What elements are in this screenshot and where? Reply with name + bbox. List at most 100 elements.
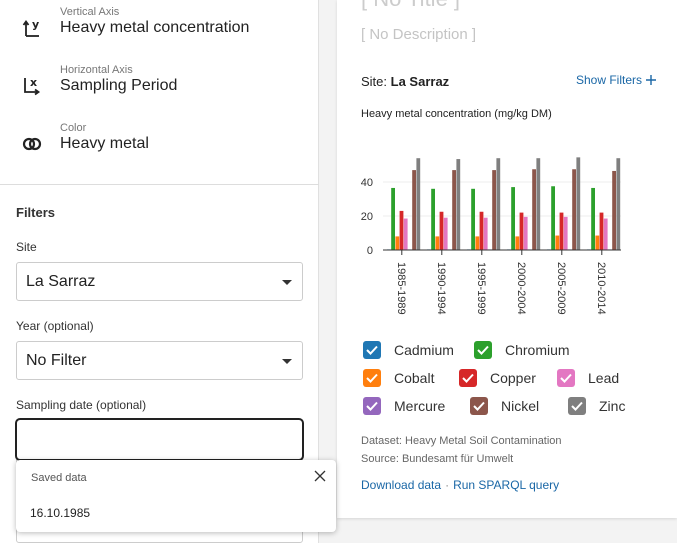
card-links: Download data · Run SPARQL query (361, 478, 559, 492)
x-tick-label: 1995-1999 (475, 262, 487, 315)
x-tick-label: 2005-2009 (555, 262, 567, 315)
bar[interactable] (555, 235, 560, 250)
bar-chart[interactable]: 0 20 40 1985-1989 1990-1994 1995-1999 2000-200… (353, 140, 623, 330)
bar[interactable] (416, 158, 421, 250)
site-select[interactable]: La Sarraz (16, 262, 303, 301)
bar[interactable] (475, 236, 480, 250)
year-label: Year (optional) (16, 319, 94, 333)
bar[interactable] (399, 210, 404, 250)
bar[interactable] (395, 236, 400, 250)
svg-text:y: y (32, 18, 39, 31)
site-summary-value: La Sarraz (390, 74, 450, 89)
show-filters-label: Show Filters (576, 73, 643, 87)
y-tick-label: 0 (367, 245, 373, 257)
bar[interactable] (595, 235, 600, 250)
bar[interactable] (551, 186, 555, 250)
encoding-color[interactable]: Color Heavy metal (0, 122, 319, 176)
bar[interactable] (559, 212, 564, 250)
bar[interactable] (599, 212, 604, 250)
chart-card: [ No Title ] [ No Description ] Site: La… (337, 0, 677, 518)
legend-label: Chromium (505, 342, 570, 358)
sampling-date-label: Sampling date (optional) (16, 398, 147, 412)
site-select-value: La Sarraz (26, 273, 96, 290)
site-summary-label: Site: (361, 74, 388, 89)
bar[interactable] (391, 187, 395, 250)
legend-label: Nickel (501, 398, 540, 414)
bar[interactable] (532, 169, 536, 250)
bar[interactable] (452, 170, 456, 250)
dataset-name: Dataset: Heavy Metal Soil Contamination (361, 435, 562, 447)
run-sparql-link[interactable]: Run SPARQL query (453, 478, 560, 492)
autofill-popup: Saved data 16.10.1985 (16, 460, 336, 532)
bar[interactable] (536, 158, 541, 250)
divider (0, 184, 319, 185)
sidebar: y Vertical Axis Heavy metal concentratio… (0, 0, 319, 543)
show-filters-button[interactable]: Show Filters (576, 73, 657, 87)
legend-label: Zinc (599, 398, 626, 414)
checkbox-checked-icon[interactable] (568, 397, 586, 415)
bar[interactable] (439, 211, 444, 250)
svg-text:x: x (30, 76, 37, 89)
bar[interactable] (456, 159, 461, 250)
x-tick-label: 1990-1994 (435, 262, 447, 315)
bar[interactable] (443, 217, 448, 250)
chart-description-placeholder[interactable]: [ No Description ] (361, 26, 477, 43)
encoding-label: Horizontal Axis (60, 64, 133, 76)
bar[interactable] (563, 216, 568, 250)
encoding-value: Sampling Period (60, 77, 178, 94)
x-axis-icon: x (24, 76, 41, 96)
chevron-down-icon (282, 280, 292, 285)
checkbox-checked-icon[interactable] (474, 341, 492, 359)
bar[interactable] (403, 218, 408, 250)
bar[interactable] (515, 236, 520, 250)
bar[interactable] (576, 157, 581, 250)
download-data-link[interactable]: Download data (361, 478, 442, 492)
bar[interactable] (616, 158, 621, 250)
close-icon[interactable] (312, 468, 328, 484)
x-tick-label: 2010-2014 (595, 262, 607, 315)
x-tick-label: 2000-2004 (515, 262, 527, 315)
legend-label: Copper (490, 370, 536, 386)
bar[interactable] (612, 170, 616, 250)
bar[interactable] (511, 187, 515, 250)
bar[interactable] (435, 236, 440, 250)
bar[interactable] (519, 212, 524, 250)
year-select[interactable]: No Filter (16, 341, 303, 380)
encoding-value: Heavy metal (60, 135, 149, 152)
bar[interactable] (492, 170, 496, 250)
dataset-source: Source: Bundesamt für Umwelt (361, 453, 514, 465)
autofill-suggestion[interactable]: 16.10.1985 (30, 506, 91, 520)
bar[interactable] (483, 217, 488, 250)
bar[interactable] (496, 158, 501, 250)
chart-heading: Heavy metal concentration (mg/kg DM) (361, 108, 552, 120)
bar[interactable] (479, 211, 484, 250)
y-axis-icon: y (22, 18, 39, 37)
bar[interactable] (412, 170, 416, 250)
legend-label: Cadmium (394, 342, 454, 358)
checkbox-checked-icon[interactable] (363, 341, 381, 359)
legend-label: Cobalt (394, 370, 435, 386)
checkbox-checked-icon[interactable] (459, 369, 477, 387)
plus-icon (646, 75, 657, 85)
sampling-date-input[interactable] (15, 418, 304, 461)
bar[interactable] (603, 218, 608, 250)
chart-title-placeholder[interactable]: [ No Title ] (361, 0, 460, 12)
checkbox-checked-icon[interactable] (363, 397, 381, 415)
dataset-info: Dataset: Heavy Metal Soil Contamination … (361, 432, 562, 468)
bar[interactable] (431, 188, 435, 250)
encoding-label: Vertical Axis (60, 6, 120, 18)
encoding-vertical-axis[interactable]: y Vertical Axis Heavy metal concentratio… (0, 6, 319, 60)
x-tick-label: 1985-1989 (395, 262, 407, 315)
bar[interactable] (591, 187, 595, 250)
bar[interactable] (471, 188, 475, 250)
checkbox-checked-icon[interactable] (470, 397, 488, 415)
year-select-value: No Filter (26, 352, 87, 369)
site-summary: Site: La Sarraz (361, 74, 449, 89)
checkbox-checked-icon[interactable] (557, 369, 575, 387)
checkbox-checked-icon[interactable] (363, 369, 381, 387)
bar[interactable] (523, 216, 528, 250)
encoding-label: Color (60, 122, 87, 134)
encoding-horizontal-axis[interactable]: x Horizontal Axis Sampling Period (0, 64, 319, 118)
bar[interactable] (572, 169, 576, 250)
site-label: Site (16, 240, 37, 254)
